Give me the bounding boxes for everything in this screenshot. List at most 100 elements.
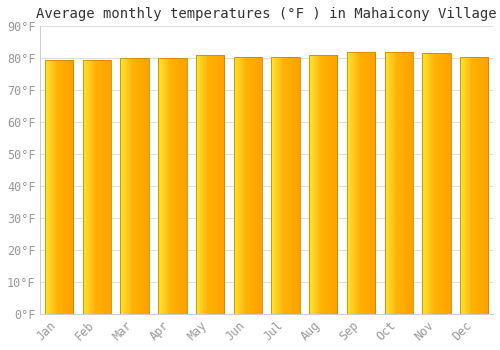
Bar [430, 54, 431, 314]
Bar [201, 55, 202, 314]
Bar [426, 54, 427, 314]
Bar [474, 57, 475, 314]
Bar [423, 54, 424, 314]
Bar [282, 57, 284, 314]
Bar [238, 57, 239, 314]
Bar [389, 52, 390, 314]
Bar [284, 57, 286, 314]
Bar [55, 60, 56, 314]
Bar [391, 52, 392, 314]
Bar [92, 60, 94, 314]
Bar [445, 54, 446, 314]
Bar [202, 55, 203, 314]
Bar [476, 57, 477, 314]
Bar [351, 52, 352, 314]
Bar [252, 57, 254, 314]
Bar [67, 60, 68, 314]
Bar [400, 52, 401, 314]
Bar [402, 52, 404, 314]
Bar [298, 57, 299, 314]
Bar [313, 55, 314, 314]
Bar [168, 58, 169, 314]
Bar [296, 57, 297, 314]
Bar [388, 52, 389, 314]
Bar [473, 57, 474, 314]
Bar [422, 54, 424, 314]
Bar [320, 55, 321, 314]
Bar [469, 57, 470, 314]
Bar [162, 58, 163, 314]
Bar [374, 52, 375, 314]
Bar [182, 58, 184, 314]
Bar [294, 57, 296, 314]
Bar [135, 58, 136, 314]
Bar [240, 57, 241, 314]
Bar [141, 58, 142, 314]
Bar [392, 52, 393, 314]
Bar [52, 60, 54, 314]
Bar [66, 60, 68, 314]
Bar [312, 55, 314, 314]
Bar [292, 57, 294, 314]
Bar [242, 57, 243, 314]
Bar [83, 60, 84, 314]
Bar [85, 60, 86, 314]
Bar [259, 57, 260, 314]
Bar [110, 60, 112, 314]
Bar [429, 54, 430, 314]
Bar [222, 55, 224, 314]
Bar [255, 57, 256, 314]
Bar [404, 52, 406, 314]
Bar [481, 57, 482, 314]
Bar [214, 55, 216, 314]
Bar [398, 52, 399, 314]
Bar [431, 54, 432, 314]
Bar [196, 55, 198, 314]
Bar [463, 57, 464, 314]
Bar [223, 55, 224, 314]
Bar [485, 57, 486, 314]
Bar [280, 57, 281, 314]
Bar [221, 55, 222, 314]
Bar [258, 57, 259, 314]
Bar [349, 52, 350, 314]
Bar [178, 58, 180, 314]
Bar [108, 60, 109, 314]
Bar [107, 60, 108, 314]
Bar [348, 52, 350, 314]
Bar [90, 60, 91, 314]
Bar [260, 57, 261, 314]
Bar [72, 60, 73, 314]
Bar [365, 52, 366, 314]
Bar [326, 55, 328, 314]
Bar [206, 55, 207, 314]
Bar [125, 58, 126, 314]
Bar [354, 52, 355, 314]
Bar [60, 60, 61, 314]
Bar [100, 60, 101, 314]
Bar [310, 55, 311, 314]
Bar [444, 54, 446, 314]
Bar [199, 55, 200, 314]
Bar [322, 55, 323, 314]
Bar [295, 57, 296, 314]
Bar [89, 60, 90, 314]
Bar [272, 57, 299, 314]
Bar [280, 57, 281, 314]
Bar [321, 55, 322, 314]
Bar [400, 52, 402, 314]
Bar [460, 57, 462, 314]
Bar [222, 55, 223, 314]
Bar [462, 57, 463, 314]
Bar [355, 52, 356, 314]
Bar [450, 54, 451, 314]
Bar [70, 60, 71, 314]
Bar [197, 55, 198, 314]
Bar [294, 57, 295, 314]
Bar [384, 52, 386, 314]
Bar [175, 58, 176, 314]
Bar [242, 57, 244, 314]
Bar [358, 52, 359, 314]
Bar [185, 58, 186, 314]
Bar [350, 52, 351, 314]
